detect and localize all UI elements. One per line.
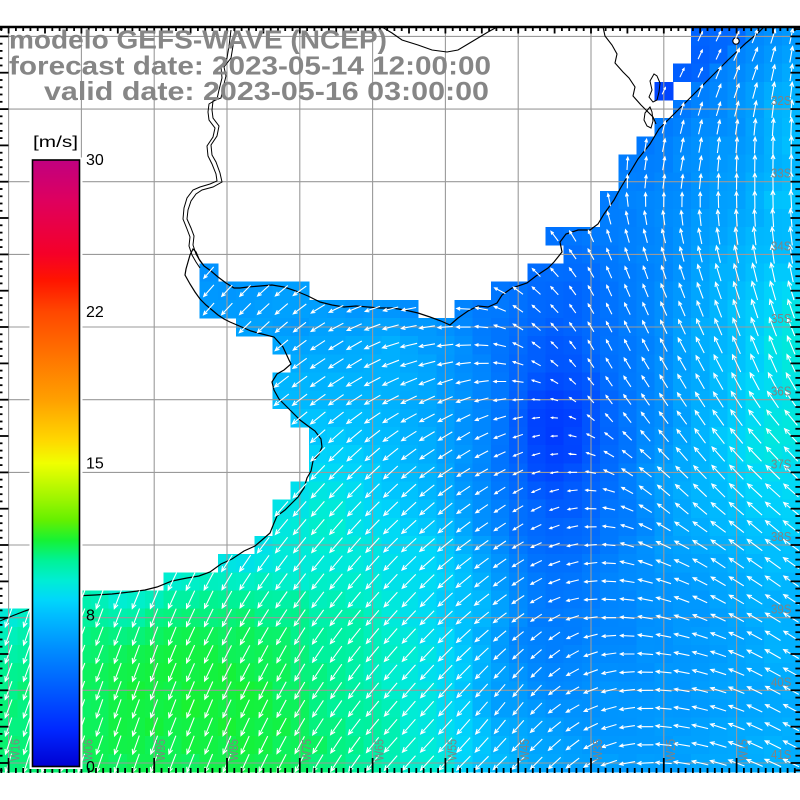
svg-text:41S: 41S	[771, 748, 792, 762]
svg-text:W16: W16	[9, 739, 23, 761]
svg-text:[m/s]: [m/s]	[33, 134, 78, 151]
svg-text:valid date: 2023-05-16 03:00:0: valid date: 2023-05-16 03:00:00	[44, 76, 489, 106]
svg-text:35S: 35S	[771, 312, 792, 326]
svg-text:37S: 37S	[771, 457, 792, 471]
svg-text:38S: 38S	[771, 530, 792, 544]
svg-text:36S: 36S	[771, 385, 792, 399]
svg-text:W35: W35	[591, 739, 605, 761]
svg-text:W15: W15	[737, 739, 751, 761]
svg-text:34S: 34S	[771, 239, 792, 253]
svg-text:8: 8	[86, 607, 95, 624]
svg-text:W45: W45	[518, 739, 532, 761]
svg-text:30: 30	[86, 152, 104, 169]
svg-text:W65: W65	[373, 739, 387, 761]
svg-text:0: 0	[86, 759, 95, 776]
svg-text:39S: 39S	[771, 603, 792, 617]
svg-text:W95: W95	[154, 739, 168, 761]
svg-text:15: 15	[86, 456, 104, 473]
svg-text:40S: 40S	[771, 675, 792, 689]
svg-text:W55: W55	[445, 739, 459, 761]
svg-text:33S: 33S	[771, 167, 792, 181]
svg-text:W85: W85	[227, 739, 241, 761]
svg-text:W06: W06	[81, 739, 95, 761]
svg-text:22: 22	[86, 304, 104, 321]
svg-text:32S: 32S	[771, 94, 792, 108]
svg-text:forecast date: 2023-05-14 12:0: forecast date: 2023-05-14 12:00:00	[9, 51, 491, 81]
svg-text:modelo GEFS-WAVE (NCEP): modelo GEFS-WAVE (NCEP)	[9, 25, 387, 55]
svg-text:W25: W25	[664, 739, 678, 761]
svg-text:W75: W75	[300, 739, 314, 761]
